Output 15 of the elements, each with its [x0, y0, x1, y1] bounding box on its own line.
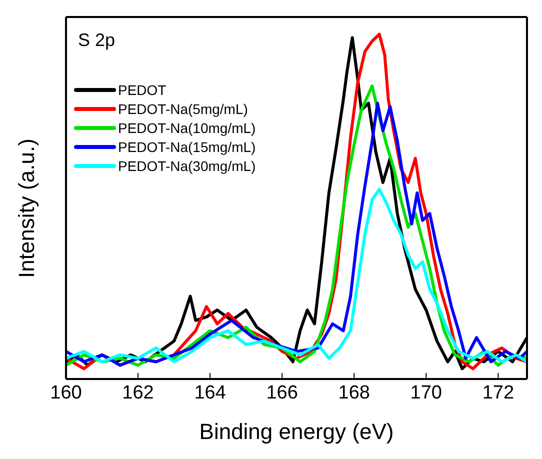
x-tick-label: 170	[410, 382, 442, 404]
x-tick-label: 160	[50, 382, 82, 404]
legend-label: PEDOT-Na(5mg/mL)	[118, 100, 248, 118]
x-tick-label: 168	[338, 382, 370, 404]
y-axis-title: Intensity (a.u.)	[14, 138, 39, 278]
annotation: S 2p	[78, 30, 116, 51]
legend-label: PEDOT-Na(10mg/mL)	[118, 118, 256, 136]
x-tick-label: 172	[482, 382, 514, 404]
legend-label: PEDOT	[118, 80, 166, 98]
x-tick-label: 166	[266, 382, 298, 404]
legend-label: PEDOT-Na(30mg/mL)	[118, 156, 256, 174]
x-tick-label: 162	[122, 382, 154, 404]
legend-label: PEDOT-Na(15mg/mL)	[118, 138, 256, 156]
x-tick-label: 164	[194, 382, 226, 404]
x-axis-title: Binding energy (eV)	[199, 419, 394, 444]
